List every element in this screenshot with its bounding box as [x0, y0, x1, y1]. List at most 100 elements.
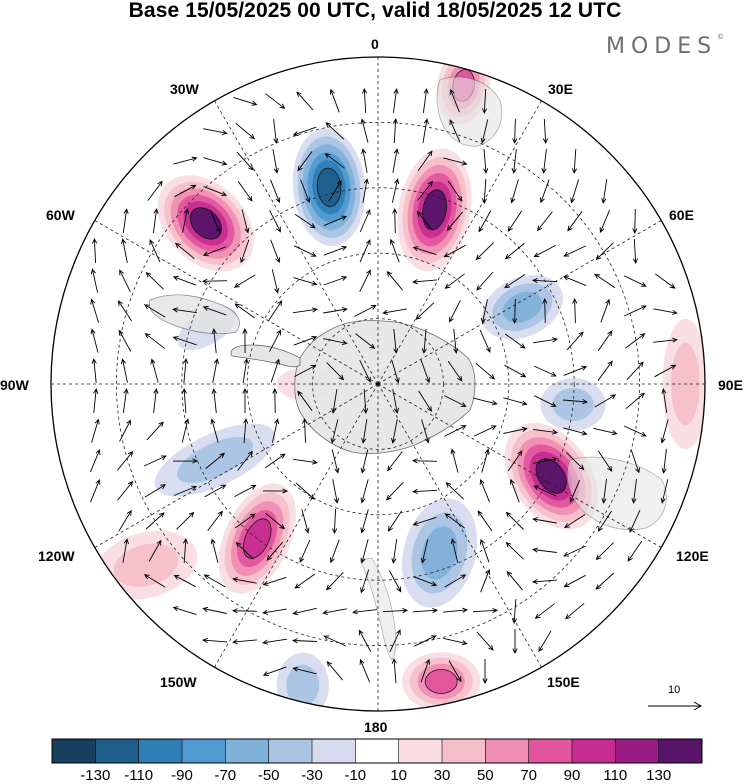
wind-vector — [444, 513, 465, 529]
wind-vector — [269, 329, 281, 352]
colorbar-label: -130 — [80, 767, 111, 784]
wind-vector — [563, 365, 588, 376]
wind-vector — [271, 269, 280, 294]
wind-vector — [411, 488, 438, 495]
anomaly-neg-indian — [481, 275, 563, 340]
wind-vector — [625, 333, 646, 349]
lon-label-120w: 120W — [38, 548, 75, 564]
wind-vector — [412, 607, 439, 614]
wind-vector — [212, 358, 220, 383]
colorbar-swatch — [355, 739, 399, 763]
wind-vector — [262, 638, 287, 645]
wind-vector — [202, 305, 227, 316]
wind-vector — [172, 275, 197, 286]
wind-vector — [242, 358, 249, 383]
wind-vector — [453, 329, 459, 354]
wind-vector — [270, 239, 281, 264]
wind-vector — [172, 606, 197, 616]
wind-vector — [392, 207, 398, 234]
wind-vector — [173, 485, 198, 496]
wind-vector — [241, 209, 250, 234]
wind-vector — [482, 659, 488, 685]
colorbar-swatch — [528, 739, 573, 763]
wind-vector — [445, 482, 465, 500]
wind-vector — [236, 151, 254, 171]
wind-vector — [201, 637, 228, 643]
colorbar — [51, 738, 703, 764]
wind-vector — [234, 513, 256, 529]
wind-vector — [542, 118, 549, 145]
wind-vector — [326, 362, 345, 381]
wind-vector — [420, 539, 429, 564]
latitude-circle — [312, 318, 444, 450]
wind-vector — [509, 478, 520, 503]
wind-vector — [597, 330, 613, 352]
wind-vector — [392, 148, 399, 173]
wind-vector — [355, 333, 376, 350]
wind-vector — [359, 209, 371, 233]
wind-vector — [382, 308, 407, 315]
wind-vector — [531, 579, 558, 585]
wind-vector — [296, 91, 314, 111]
wind-vector — [329, 88, 340, 113]
wind-vector — [505, 541, 524, 560]
wind-vector — [631, 479, 637, 504]
wind-vector — [211, 388, 217, 413]
wind-vector — [660, 419, 669, 444]
colorbar-label: -10 — [344, 767, 367, 784]
wind-vector — [597, 510, 612, 532]
wind-vector — [533, 456, 558, 464]
wind-vector — [597, 360, 613, 381]
wind-vector — [447, 360, 463, 382]
wind-vector — [359, 658, 371, 683]
wind-vector — [532, 517, 557, 524]
anomaly-pos-pacific-far — [94, 530, 198, 600]
colorbar-swatch — [138, 739, 183, 763]
wind-vector — [363, 388, 369, 415]
colorbar-label: -90 — [171, 767, 193, 784]
wind-vector — [93, 388, 99, 413]
colorbar-label: 90 — [563, 767, 581, 784]
wind-vector — [533, 245, 556, 258]
lon-label-60w: 60W — [46, 207, 75, 223]
wind-vector — [481, 88, 488, 115]
wind-vector — [566, 452, 585, 471]
wind-vector — [360, 539, 369, 564]
wind-vector — [505, 511, 524, 530]
colorbar-frame — [51, 738, 703, 764]
wind-vector — [332, 479, 340, 504]
wind-vector — [117, 450, 134, 471]
wind-vector — [360, 479, 369, 504]
wind-vector — [361, 148, 368, 173]
wind-vector — [172, 336, 197, 346]
wind-vector — [473, 397, 498, 406]
wind-vector — [361, 419, 368, 444]
wind-vector — [202, 606, 227, 614]
wind-vector — [389, 629, 401, 653]
wind-vector — [653, 308, 678, 315]
wind-vector — [597, 450, 613, 472]
anomaly-pos-australia-sw — [504, 422, 598, 530]
colorbar-swatch — [485, 739, 529, 763]
wind-vector — [264, 453, 286, 469]
wind-vector — [119, 269, 131, 292]
wind-vector — [422, 118, 429, 143]
wind-vector — [354, 305, 377, 317]
wind-vector — [235, 541, 254, 560]
wind-vector — [443, 607, 468, 613]
wind-vector — [503, 426, 528, 434]
wind-vector — [479, 478, 490, 503]
wind-vector — [413, 576, 438, 587]
colorbar-swatch — [225, 739, 269, 763]
wind-vector — [205, 452, 226, 469]
wind-vector — [325, 571, 344, 591]
wind-vector — [176, 511, 195, 530]
wind-vector — [294, 245, 317, 257]
wind-vector — [300, 179, 311, 204]
wind-vector — [181, 418, 190, 443]
wind-vector — [480, 299, 488, 324]
wind-vector — [331, 449, 340, 474]
wind-vector — [512, 118, 518, 145]
meridian-line — [214, 100, 379, 385]
wind-vector — [359, 239, 371, 263]
